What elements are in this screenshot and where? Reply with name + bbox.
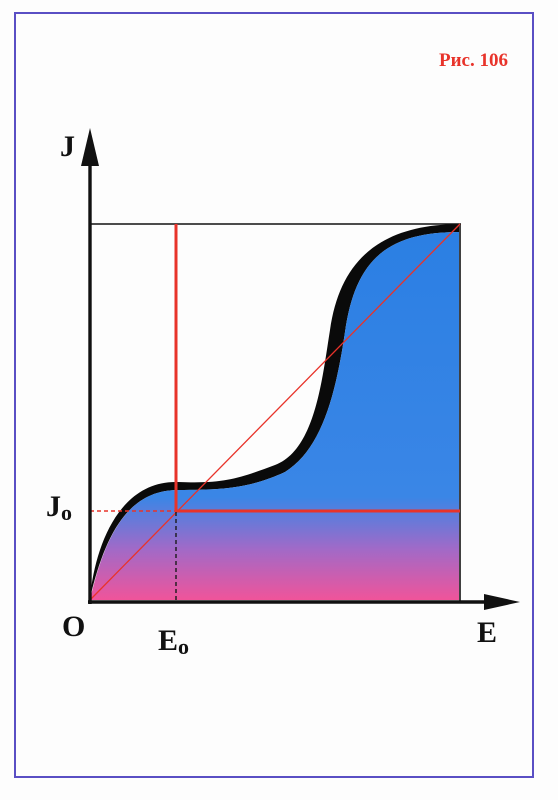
j0-label: Jo	[46, 492, 72, 524]
j0-label-main: J	[46, 490, 61, 523]
figure-label: Рис. 106	[439, 50, 508, 71]
j0-label-sub: o	[61, 500, 72, 525]
x-axis-arrow	[484, 594, 520, 610]
page-frame	[14, 12, 534, 778]
e0-label-sub: o	[178, 634, 190, 659]
x-axis-label: E	[477, 616, 498, 649]
y-axis-arrow	[81, 128, 99, 166]
e0-label-main: E	[158, 624, 179, 657]
y-axis-label: J	[60, 130, 75, 163]
origin-label: O	[62, 610, 86, 643]
curve-fill-region	[90, 232, 459, 600]
diagonal-line	[89, 223, 461, 601]
e0-label: Eo	[158, 626, 189, 658]
